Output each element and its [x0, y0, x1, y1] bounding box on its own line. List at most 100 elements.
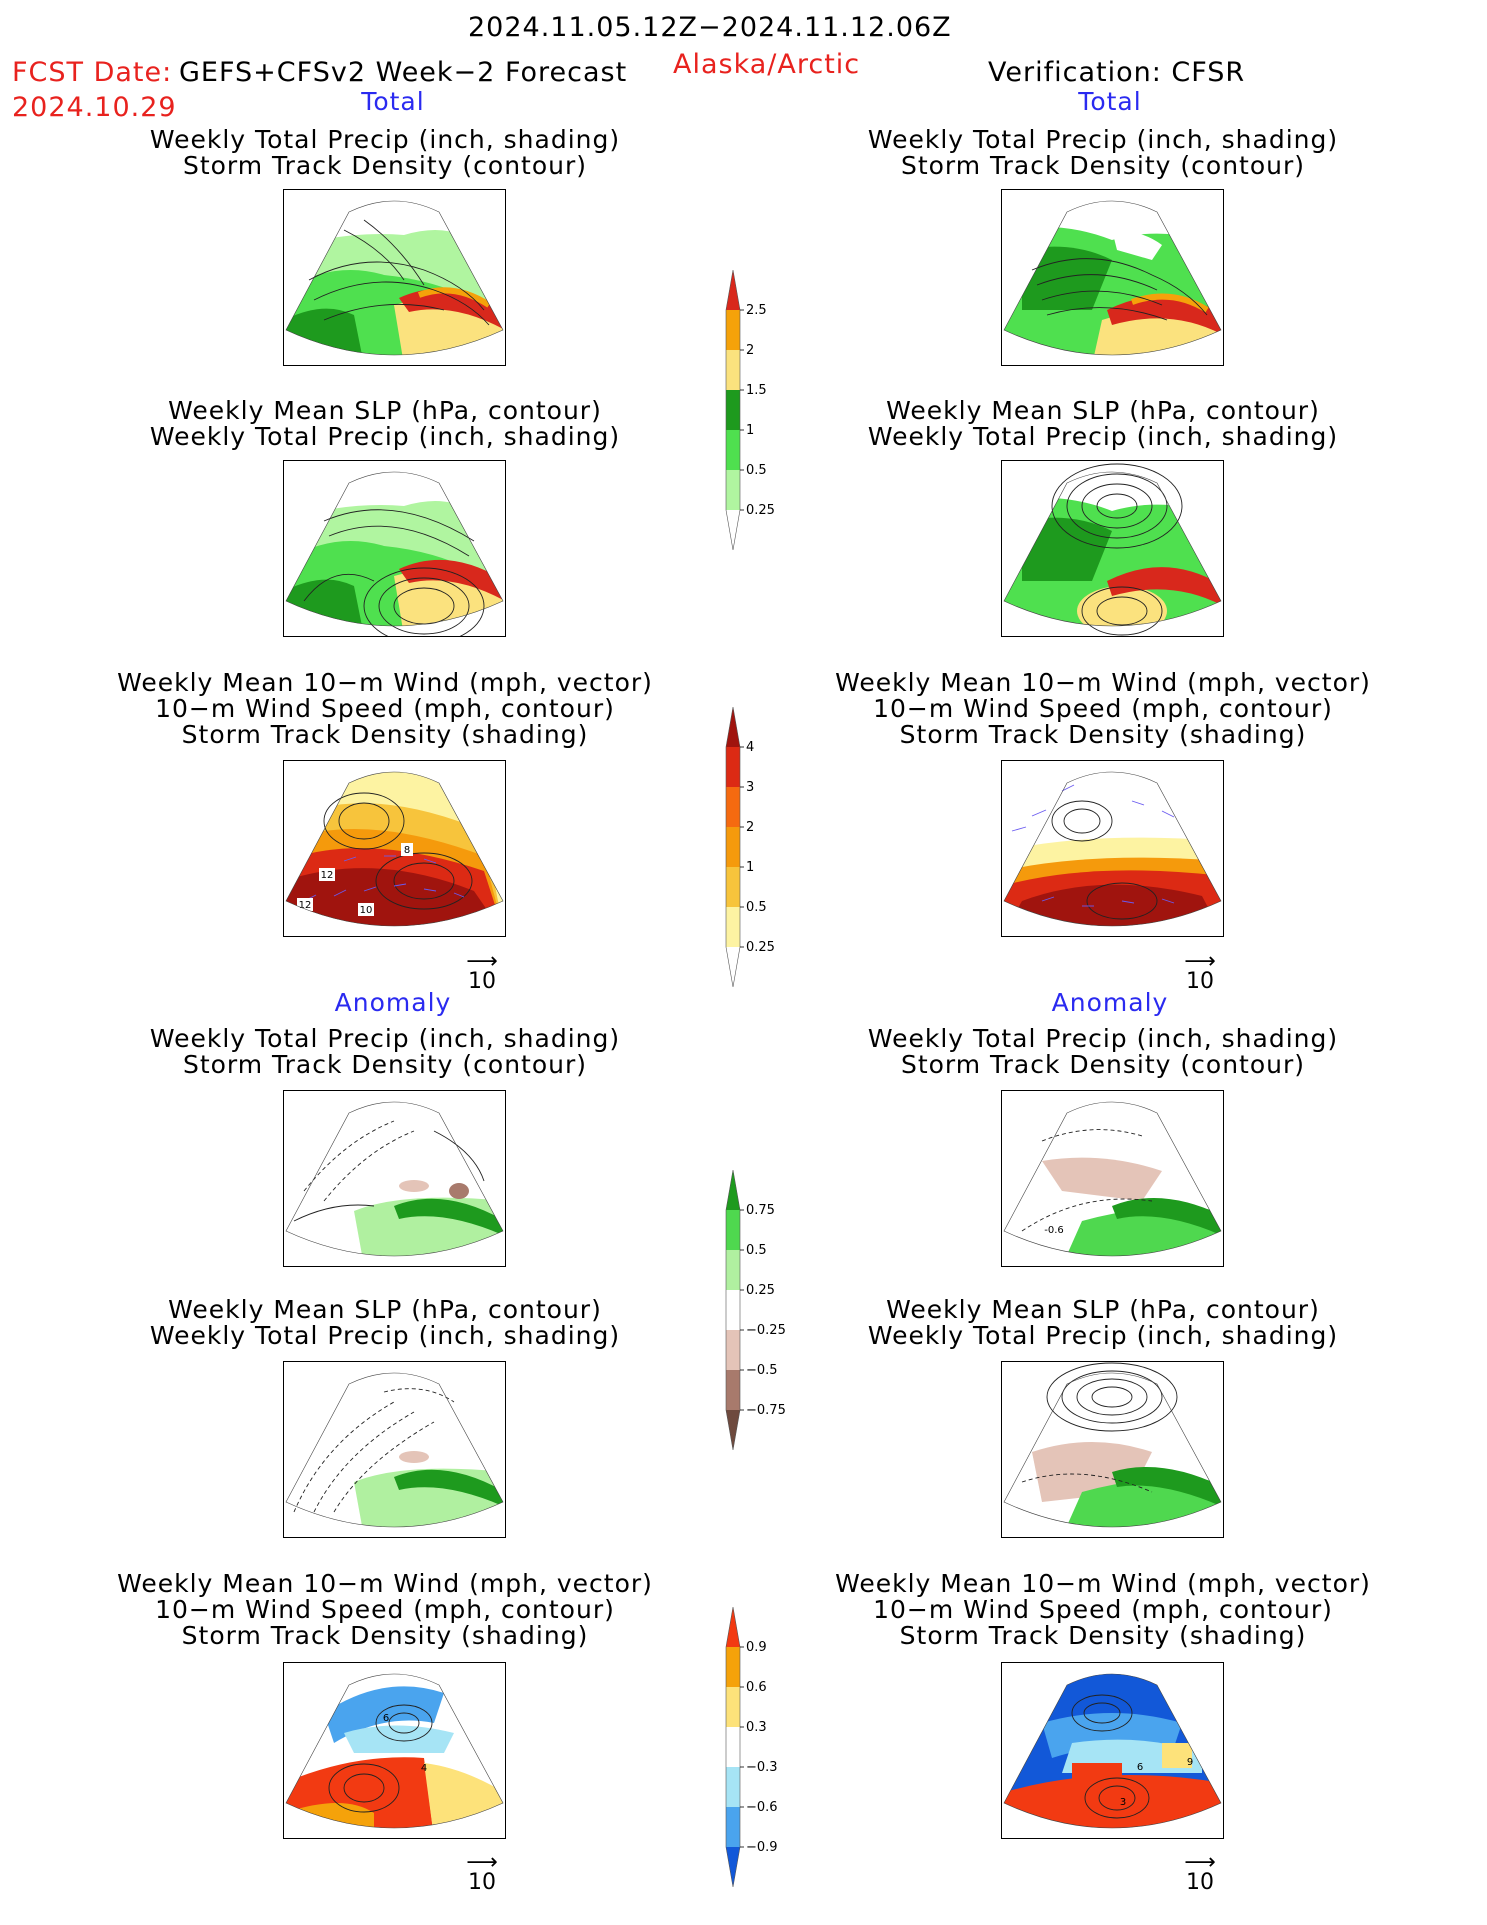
colorbar-segment — [726, 1250, 740, 1290]
date-range-title: 2024.11.05.12Z−2024.11.12.06Z — [468, 12, 952, 43]
right-arrow-icon: ⟶ — [1184, 1850, 1216, 1875]
section-anomaly-right: Anomaly — [1051, 988, 1169, 1017]
colorbar-label: 2 — [746, 820, 754, 835]
verification-label: Verification: CFSR — [988, 57, 1246, 88]
colorbar-label: −0.3 — [746, 1760, 778, 1775]
caption-a2-left: Weekly Mean SLP (hPa, contour) Weekly Tot… — [75, 1297, 695, 1349]
caption-line: Weekly Total Precip (inch, shading) — [149, 422, 621, 451]
colorbar-segment — [726, 470, 740, 510]
colorbar-segment — [726, 1847, 740, 1887]
caption-line: Storm Track Density (contour) — [182, 1050, 588, 1079]
map-anomaly-slp-precip-forecast — [283, 1361, 506, 1538]
colorbar-label: −0.75 — [746, 1403, 786, 1418]
caption-t3-right: Weekly Mean 10−m Wind (mph, vector) 10−m … — [793, 670, 1413, 748]
colorbar-label: 0.9 — [746, 1640, 767, 1655]
colorbar-label: 0.75 — [746, 1203, 775, 1218]
colorbar-segment — [726, 707, 740, 747]
colorbar-label: 0.25 — [746, 1283, 775, 1298]
contour-label: 9 — [1187, 1757, 1193, 1768]
map-total-wind-track-verification — [1001, 760, 1224, 937]
caption-line: Weekly Total Precip (inch, shading) — [867, 1321, 1339, 1350]
colorbar-label: 0.5 — [746, 1243, 767, 1258]
right-arrow-icon: ⟶ — [1184, 949, 1216, 974]
contour-label: 6 — [383, 1713, 389, 1724]
contour-label: 12 — [321, 870, 334, 881]
caption-t3-left: Weekly Mean 10−m Wind (mph, vector) 10−m … — [75, 670, 695, 748]
colorbar-segment — [726, 1330, 740, 1370]
colorbar-label: 1 — [746, 423, 754, 438]
contour-label: 8 — [404, 845, 410, 856]
colorbar-label: 0.25 — [746, 503, 775, 518]
right-arrow-icon: ⟶ — [466, 949, 498, 974]
colorbar-label: 4 — [746, 740, 754, 755]
colorbar-segment — [726, 827, 740, 867]
contour-label: 4 — [421, 1763, 427, 1774]
caption-t1-left: Weekly Total Precip (inch, shading) Storm… — [75, 127, 695, 179]
caption-line: Weekly Total Precip (inch, shading) — [867, 125, 1339, 154]
colorbar-segment — [726, 1370, 740, 1410]
map-total-slp-precip-forecast — [283, 460, 506, 637]
vector-ref-value: 10 — [1186, 969, 1214, 994]
colorbar-segment — [726, 390, 740, 430]
caption-a2-right: Weekly Mean SLP (hPa, contour) Weekly Tot… — [793, 1297, 1413, 1349]
map-anomaly-wind-track-verification: 6 3 9 — [1001, 1662, 1224, 1839]
caption-line: Storm Track Density (contour) — [182, 151, 588, 180]
vector-ref-total-right: ⟶ 10 — [1180, 949, 1220, 995]
caption-line: Weekly Mean 10−m Wind (mph, vector) — [835, 668, 1371, 697]
map-total-precip-track-forecast — [283, 189, 506, 366]
colorbar-label: −0.6 — [746, 1800, 778, 1815]
colorbar-precip-total: 2.5 2 1.5 1 0.5 0.25 — [725, 269, 775, 551]
colorbar-segment — [726, 1807, 740, 1847]
map-total-precip-track-verification — [1001, 189, 1224, 366]
caption-line: Weekly Mean SLP (hPa, contour) — [168, 1295, 602, 1324]
colorbar-segment — [726, 1647, 740, 1687]
caption-t2-left: Weekly Mean SLP (hPa, contour) Weekly Tot… — [75, 398, 695, 450]
caption-line: Weekly Total Precip (inch, shading) — [149, 125, 621, 154]
right-arrow-icon: ⟶ — [466, 1850, 498, 1875]
colorbar-segment — [726, 350, 740, 390]
colorbar-segment — [726, 1210, 740, 1250]
colorbar-label: 2.5 — [746, 303, 767, 318]
colorbar-label: 0.25 — [746, 940, 775, 955]
caption-a3-left: Weekly Mean 10−m Wind (mph, vector) 10−m … — [75, 1571, 695, 1649]
caption-line: Storm Track Density (shading) — [899, 1621, 1307, 1650]
caption-line: Storm Track Density (shading) — [181, 1621, 589, 1650]
colorbar-segment — [726, 907, 740, 947]
colorbar-label: −0.5 — [746, 1363, 778, 1378]
caption-line: Weekly Mean SLP (hPa, contour) — [168, 396, 602, 425]
caption-line: Storm Track Density (contour) — [900, 1050, 1306, 1079]
caption-a1-right: Weekly Total Precip (inch, shading) Storm… — [793, 1026, 1413, 1078]
caption-line: 10−m Wind Speed (mph, contour) — [155, 694, 615, 723]
caption-line: Weekly Total Precip (inch, shading) — [149, 1024, 621, 1053]
caption-t2-right: Weekly Mean SLP (hPa, contour) Weekly Tot… — [793, 398, 1413, 450]
caption-line: Weekly Total Precip (inch, shading) — [149, 1321, 621, 1350]
colorbar-label: −0.9 — [746, 1840, 778, 1855]
vector-ref-value: 10 — [468, 969, 496, 994]
map-anomaly-slp-precip-verification — [1001, 1361, 1224, 1538]
contour-label: 6 — [1137, 1762, 1143, 1773]
colorbar-segment — [726, 1290, 740, 1330]
colorbar-track-anomaly: 0.9 0.6 0.3 −0.3 −0.6 −0.9 — [725, 1606, 778, 1888]
caption-line: Weekly Mean 10−m Wind (mph, vector) — [835, 1569, 1371, 1598]
caption-line: Weekly Mean SLP (hPa, contour) — [886, 396, 1320, 425]
colorbar-label: 3 — [746, 780, 754, 795]
colorbar-track-total: 4 3 2 1 0.5 0.25 — [725, 706, 775, 988]
section-total-right: Total — [1078, 87, 1142, 116]
colorbar-label: 0.5 — [746, 463, 767, 478]
section-total-left: Total — [361, 87, 425, 116]
vector-ref-total-left: ⟶ 10 — [462, 949, 502, 995]
caption-line: Weekly Mean SLP (hPa, contour) — [886, 1295, 1320, 1324]
forecast-name: GEFS+CFSv2 Week−2 Forecast — [179, 57, 628, 88]
colorbar-segment — [726, 1607, 740, 1647]
vector-ref-value: 10 — [468, 1870, 496, 1895]
colorbar-segment — [726, 1687, 740, 1727]
contour-label: 12 — [299, 900, 312, 911]
map-anomaly-precip-track-verification: -0.6 — [1001, 1090, 1224, 1267]
caption-line: Storm Track Density (shading) — [181, 720, 589, 749]
colorbar-segment — [726, 1170, 740, 1210]
caption-line: Weekly Mean 10−m Wind (mph, vector) — [117, 1569, 653, 1598]
caption-line: 10−m Wind Speed (mph, contour) — [873, 694, 1333, 723]
map-anomaly-precip-track-forecast — [283, 1090, 506, 1267]
fcst-date-label: FCST Date: — [12, 57, 173, 88]
colorbar-segment — [726, 430, 740, 470]
